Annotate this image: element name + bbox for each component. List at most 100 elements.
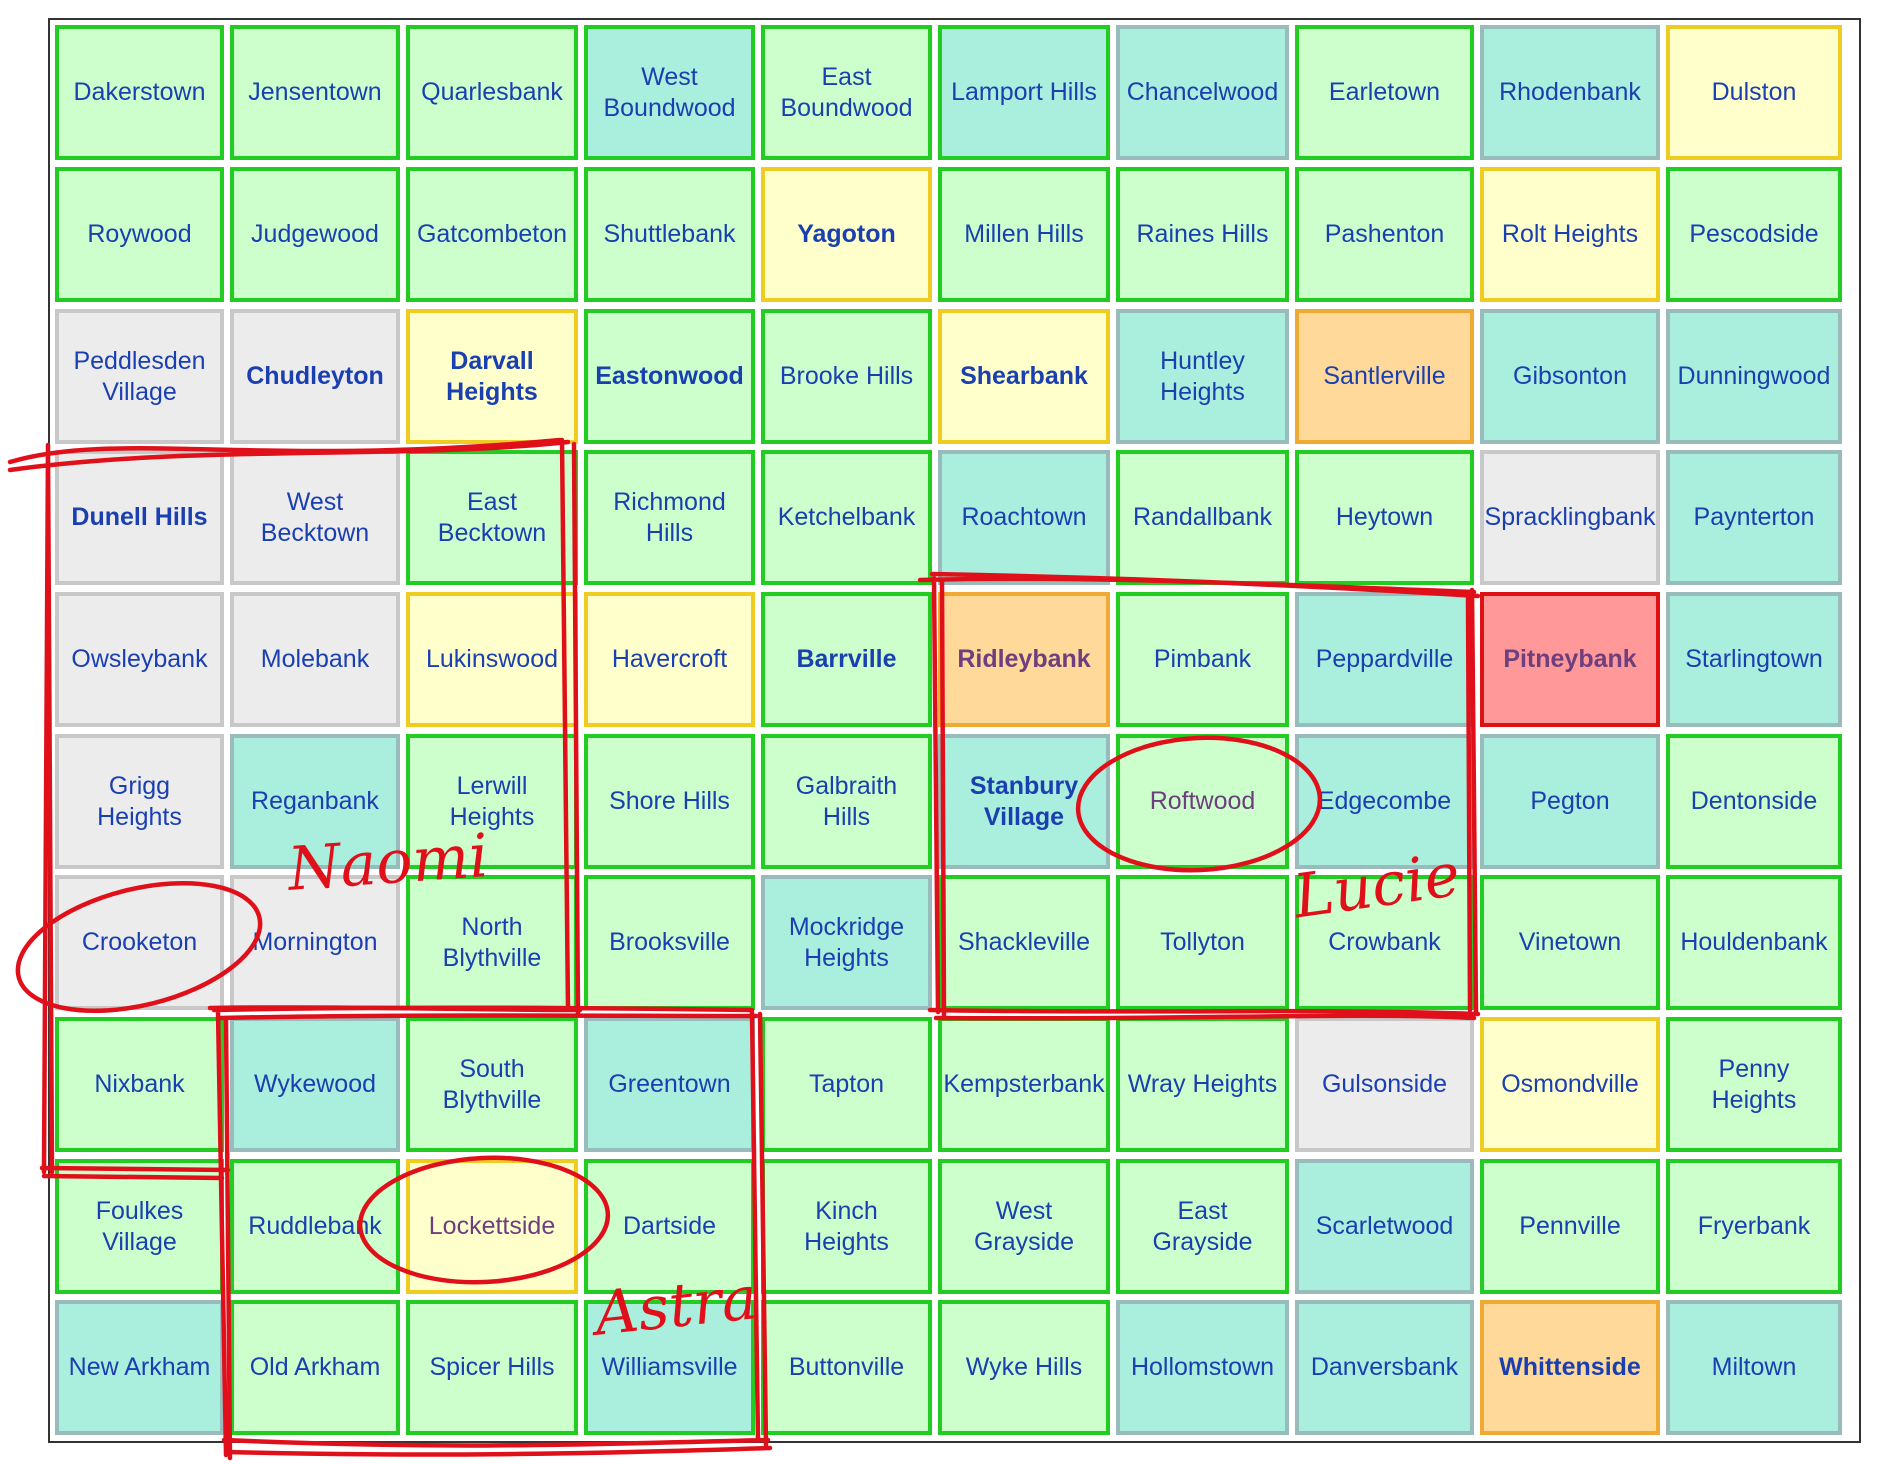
cell-havercroft[interactable]: Havercroft: [584, 592, 755, 727]
cell-tapton[interactable]: Tapton: [761, 1017, 932, 1152]
cell-richmond-hills[interactable]: Richmond Hills: [584, 450, 755, 585]
cell-mockridge-heights[interactable]: Mockridge Heights: [761, 875, 932, 1010]
cell-brooke-hills[interactable]: Brooke Hills: [761, 309, 932, 444]
cell-starlingtown[interactable]: Starlingtown: [1666, 592, 1842, 727]
cell-pegton[interactable]: Pegton: [1480, 734, 1660, 869]
cell-new-arkham[interactable]: New Arkham: [55, 1300, 224, 1435]
cell-millen-hills[interactable]: Millen Hills: [938, 167, 1110, 302]
cell-pimbank[interactable]: Pimbank: [1116, 592, 1289, 727]
cell-south-blythville[interactable]: South Blythville: [406, 1017, 578, 1152]
cell-santlerville[interactable]: Santlerville: [1295, 309, 1474, 444]
cell-peddlesden-village[interactable]: Peddlesden Village: [55, 309, 224, 444]
cell-east-boundwood[interactable]: East Boundwood: [761, 25, 932, 160]
cell-east-becktown[interactable]: East Becktown: [406, 450, 578, 585]
cell-ruddlebank[interactable]: Ruddlebank: [230, 1159, 400, 1294]
cell-huntley-heights[interactable]: Huntley Heights: [1116, 309, 1289, 444]
cell-shuttlebank[interactable]: Shuttlebank: [584, 167, 755, 302]
cell-ridleybank[interactable]: Ridleybank: [938, 592, 1110, 727]
cell-chancelwood[interactable]: Chancelwood: [1116, 25, 1289, 160]
cell-gatcombeton[interactable]: Gatcombeton: [406, 167, 578, 302]
cell-peppardville[interactable]: Peppardville: [1295, 592, 1474, 727]
cell-roftwood[interactable]: Roftwood: [1116, 734, 1289, 869]
cell-lukinswood[interactable]: Lukinswood: [406, 592, 578, 727]
cell-rolt-heights[interactable]: Rolt Heights: [1480, 167, 1660, 302]
cell-dunningwood[interactable]: Dunningwood: [1666, 309, 1842, 444]
cell-dakerstown[interactable]: Dakerstown: [55, 25, 224, 160]
cell-roachtown[interactable]: Roachtown: [938, 450, 1110, 585]
cell-earletown[interactable]: Earletown: [1295, 25, 1474, 160]
cell-west-grayside[interactable]: West Grayside: [938, 1159, 1110, 1294]
cell-lockettside[interactable]: Lockettside: [406, 1159, 578, 1294]
cell-kinch-heights[interactable]: Kinch Heights: [761, 1159, 932, 1294]
cell-wykewood[interactable]: Wykewood: [230, 1017, 400, 1152]
cell-paynterton[interactable]: Paynterton: [1666, 450, 1842, 585]
cell-foulkes-village[interactable]: Foulkes Village: [55, 1159, 224, 1294]
cell-roywood[interactable]: Roywood: [55, 167, 224, 302]
cell-dentonside[interactable]: Dentonside: [1666, 734, 1842, 869]
cell-label: Tapton: [808, 1070, 885, 1099]
cell-spracklingbank[interactable]: Spracklingbank: [1480, 450, 1660, 585]
cell-pitneybank[interactable]: Pitneybank: [1480, 592, 1660, 727]
cell-label: Williamsville: [601, 1353, 738, 1382]
cell-raines-hills[interactable]: Raines Hills: [1116, 167, 1289, 302]
cell-west-becktown[interactable]: West Becktown: [230, 450, 400, 585]
cell-darvall-heights[interactable]: Darvall Heights: [406, 309, 578, 444]
cell-kempsterbank[interactable]: Kempsterbank: [938, 1017, 1110, 1152]
cell-buttonville[interactable]: Buttonville: [761, 1300, 932, 1435]
cell-brooksville[interactable]: Brooksville: [584, 875, 755, 1010]
cell-danversbank[interactable]: Danversbank: [1295, 1300, 1474, 1435]
cell-heytown[interactable]: Heytown: [1295, 450, 1474, 585]
cell-nixbank[interactable]: Nixbank: [55, 1017, 224, 1152]
cell-north-blythville[interactable]: North Blythville: [406, 875, 578, 1010]
cell-label: Spicer Hills: [429, 1353, 555, 1382]
cell-crooketon[interactable]: Crooketon: [55, 875, 224, 1010]
cell-shearbank[interactable]: Shearbank: [938, 309, 1110, 444]
cell-whittenside[interactable]: Whittenside: [1480, 1300, 1660, 1435]
cell-owsleybank[interactable]: Owsleybank: [55, 592, 224, 727]
cell-lamport-hills[interactable]: Lamport Hills: [938, 25, 1110, 160]
cell-quarlesbank[interactable]: Quarlesbank: [406, 25, 578, 160]
cell-molebank[interactable]: Molebank: [230, 592, 400, 727]
cell-pescodside[interactable]: Pescodside: [1666, 167, 1842, 302]
cell-rhodenbank[interactable]: Rhodenbank: [1480, 25, 1660, 160]
cell-wyke-hills[interactable]: Wyke Hills: [938, 1300, 1110, 1435]
cell-scarletwood[interactable]: Scarletwood: [1295, 1159, 1474, 1294]
cell-grigg-heights[interactable]: Grigg Heights: [55, 734, 224, 869]
cell-greentown[interactable]: Greentown: [584, 1017, 755, 1152]
cell-osmondville[interactable]: Osmondville: [1480, 1017, 1660, 1152]
cell-ketchelbank[interactable]: Ketchelbank: [761, 450, 932, 585]
cell-pennville[interactable]: Pennville: [1480, 1159, 1660, 1294]
cell-pashenton[interactable]: Pashenton: [1295, 167, 1474, 302]
cell-shore-hills[interactable]: Shore Hills: [584, 734, 755, 869]
cell-hollomstown[interactable]: Hollomstown: [1116, 1300, 1289, 1435]
cell-gulsonside[interactable]: Gulsonside: [1295, 1017, 1474, 1152]
cell-dunell-hills[interactable]: Dunell Hills: [55, 450, 224, 585]
cell-tollyton[interactable]: Tollyton: [1116, 875, 1289, 1010]
cell-label: Penny Heights: [1711, 1055, 1797, 1114]
cell-fryerbank[interactable]: Fryerbank: [1666, 1159, 1842, 1294]
cell-barrville[interactable]: Barrville: [761, 592, 932, 727]
cell-dulston[interactable]: Dulston: [1666, 25, 1842, 160]
cell-penny-heights[interactable]: Penny Heights: [1666, 1017, 1842, 1152]
cell-east-grayside[interactable]: East Grayside: [1116, 1159, 1289, 1294]
cell-eastonwood[interactable]: Eastonwood: [584, 309, 755, 444]
cell-gibsonton[interactable]: Gibsonton: [1480, 309, 1660, 444]
cell-label: Whittenside: [1499, 1353, 1641, 1382]
cell-vinetown[interactable]: Vinetown: [1480, 875, 1660, 1010]
cell-judgewood[interactable]: Judgewood: [230, 167, 400, 302]
cell-chudleyton[interactable]: Chudleyton: [230, 309, 400, 444]
cell-houldenbank[interactable]: Houldenbank: [1666, 875, 1842, 1010]
cell-galbraith-hills[interactable]: Galbraith Hills: [761, 734, 932, 869]
cell-shackleville[interactable]: Shackleville: [938, 875, 1110, 1010]
cell-label: West Grayside: [973, 1197, 1075, 1256]
cell-stanbury-village[interactable]: Stanbury Village: [938, 734, 1110, 869]
cell-miltown[interactable]: Miltown: [1666, 1300, 1842, 1435]
cell-yagoton[interactable]: Yagoton: [761, 167, 932, 302]
cell-randallbank[interactable]: Randallbank: [1116, 450, 1289, 585]
cell-spicer-hills[interactable]: Spicer Hills: [406, 1300, 578, 1435]
cell-old-arkham[interactable]: Old Arkham: [230, 1300, 400, 1435]
cell-west-boundwood[interactable]: West Boundwood: [584, 25, 755, 160]
cell-label: Roywood: [87, 220, 192, 249]
cell-jensentown[interactable]: Jensentown: [230, 25, 400, 160]
cell-wray-heights[interactable]: Wray Heights: [1116, 1017, 1289, 1152]
